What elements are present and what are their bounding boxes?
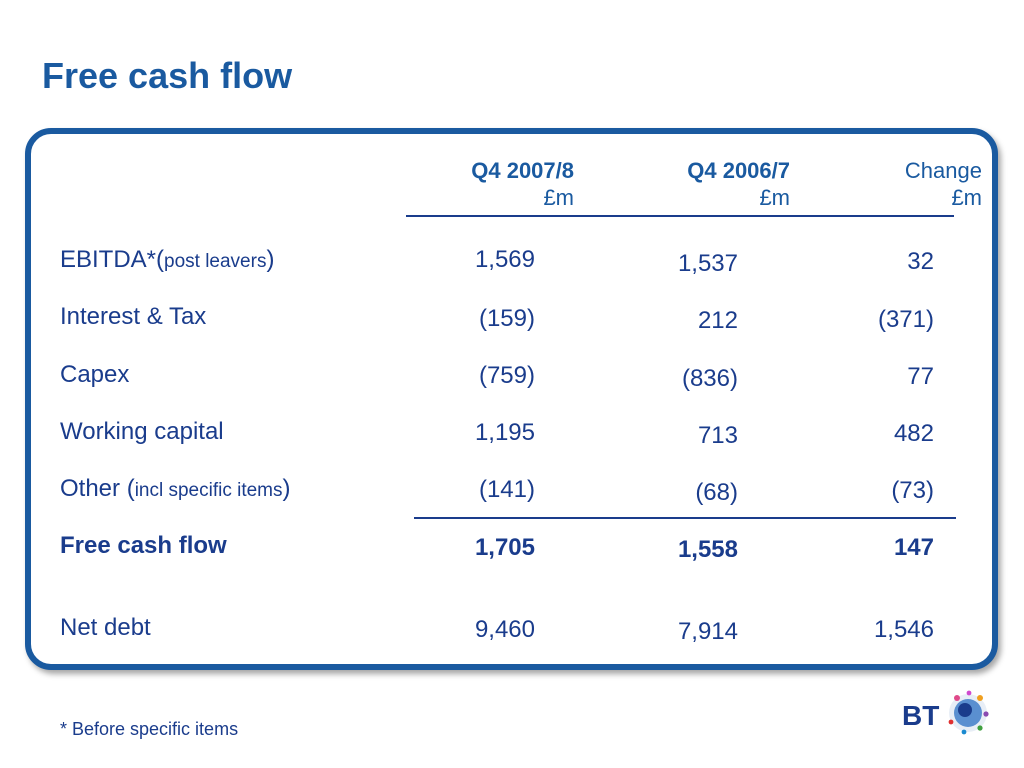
header-divider (406, 215, 954, 217)
table-cell: 713 (697, 422, 738, 449)
table-panel (25, 128, 998, 670)
table-cell: (371) (877, 306, 934, 333)
column-header-q4-2007-8: Q4 2007/8 £m (434, 157, 574, 211)
table-cell: 1,558 (677, 536, 738, 563)
table-cell: 9,460 (474, 616, 535, 643)
table-cell: 1,195 (474, 419, 535, 446)
footnote: * Before specific items (60, 719, 239, 739)
row-label-ebitda: EBITDA*(post leavers) (60, 246, 275, 273)
table-cell: (836) (681, 365, 738, 392)
table-cell: 32 (907, 248, 934, 275)
row-label-free-cash-flow: Free cash flow (60, 532, 227, 559)
table-cell: 1,569 (474, 246, 535, 273)
table-cell: (159) (478, 305, 535, 332)
column-header-change: Change £m (842, 157, 982, 211)
table-cell: 1,537 (677, 250, 738, 277)
table-cell: 212 (697, 307, 738, 334)
column-header-title: Q4 2007/8 (471, 158, 574, 183)
column-header-unit: £m (759, 185, 790, 210)
table-cell: (141) (478, 476, 535, 503)
piper-globe-icon (948, 690, 989, 735)
row-label-capex: Capex (60, 361, 130, 388)
table-cell: 1,546 (873, 616, 934, 643)
table-cell: 1,705 (474, 534, 535, 561)
logo-text: BT (902, 700, 939, 731)
column-header-q4-2006-7: Q4 2006/7 £m (650, 157, 790, 211)
table-cell: 77 (907, 363, 934, 390)
column-header-title: Q4 2006/7 (687, 158, 790, 183)
bt-logo: BT (902, 690, 989, 735)
table-cell: 147 (893, 534, 934, 561)
table-cell: 482 (893, 420, 934, 447)
table-cell: (73) (891, 477, 934, 504)
column-header-unit: £m (543, 185, 574, 210)
page-title: Free cash flow (42, 55, 293, 96)
row-label-interest-tax: Interest & Tax (60, 303, 207, 330)
row-label-other: Other (incl specific items) (60, 475, 291, 502)
table-cell: (759) (478, 362, 535, 389)
column-header-title: Change (904, 158, 982, 183)
row-label-net-debt: Net debt (60, 614, 151, 641)
total-divider (414, 517, 956, 519)
row-label-working-capital: Working capital (60, 418, 224, 445)
column-header-unit: £m (951, 185, 982, 210)
table-cell: 7,914 (677, 618, 738, 645)
table-cell: (68) (695, 479, 738, 506)
